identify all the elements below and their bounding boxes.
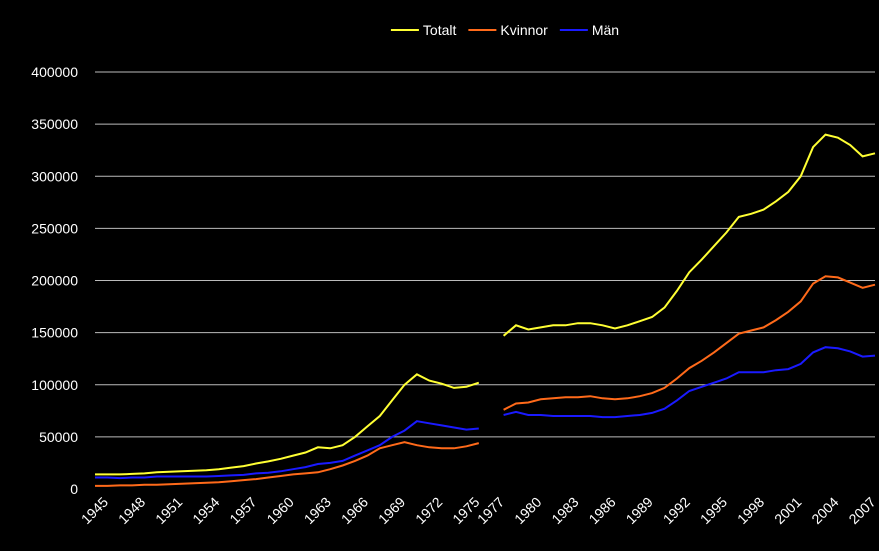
- y-tick-label: 350000: [31, 116, 78, 132]
- x-tick-label: 2007: [845, 494, 878, 527]
- x-tick-label: 1977: [474, 494, 507, 527]
- x-tick-label: 1986: [585, 494, 618, 527]
- legend-label: Män: [592, 22, 619, 38]
- x-tick-label: 1975: [449, 494, 482, 527]
- y-tick-label: 250000: [31, 220, 78, 236]
- x-tick-label: 1992: [660, 494, 693, 527]
- x-tick-label: 1998: [734, 494, 767, 527]
- x-tick-label: 1983: [548, 494, 581, 527]
- x-tick-label: 1948: [115, 494, 148, 527]
- x-tick-label: 1963: [301, 494, 334, 527]
- x-tick-label: 1972: [412, 494, 445, 527]
- x-tick-label: 1966: [338, 494, 371, 527]
- legend-label: Totalt: [423, 22, 457, 38]
- x-tick-label: 1989: [623, 494, 656, 527]
- series-line: [95, 275, 876, 487]
- y-tick-label: 50000: [39, 429, 78, 445]
- x-tick-label: 1969: [375, 494, 408, 527]
- x-tick-label: 1945: [78, 494, 111, 527]
- y-tick-label: 400000: [31, 64, 78, 80]
- y-tick-label: 100000: [31, 377, 78, 393]
- x-tick-label: 2001: [771, 494, 804, 527]
- x-tick-label: 1957: [226, 494, 259, 527]
- series-line: [95, 346, 876, 480]
- x-tick-label: 2004: [808, 494, 841, 527]
- x-tick-label: 1995: [697, 494, 730, 527]
- x-tick-label: 1960: [263, 494, 296, 527]
- x-tick-label: 1954: [189, 494, 222, 527]
- x-tick-label: 1951: [152, 494, 185, 527]
- y-tick-label: 300000: [31, 168, 78, 184]
- y-tick-label: 0: [70, 481, 78, 497]
- series-line: [95, 133, 876, 476]
- x-tick-label: 1980: [511, 494, 544, 527]
- legend-label: Kvinnor: [500, 22, 548, 38]
- y-tick-label: 150000: [31, 325, 78, 341]
- y-tick-label: 200000: [31, 273, 78, 289]
